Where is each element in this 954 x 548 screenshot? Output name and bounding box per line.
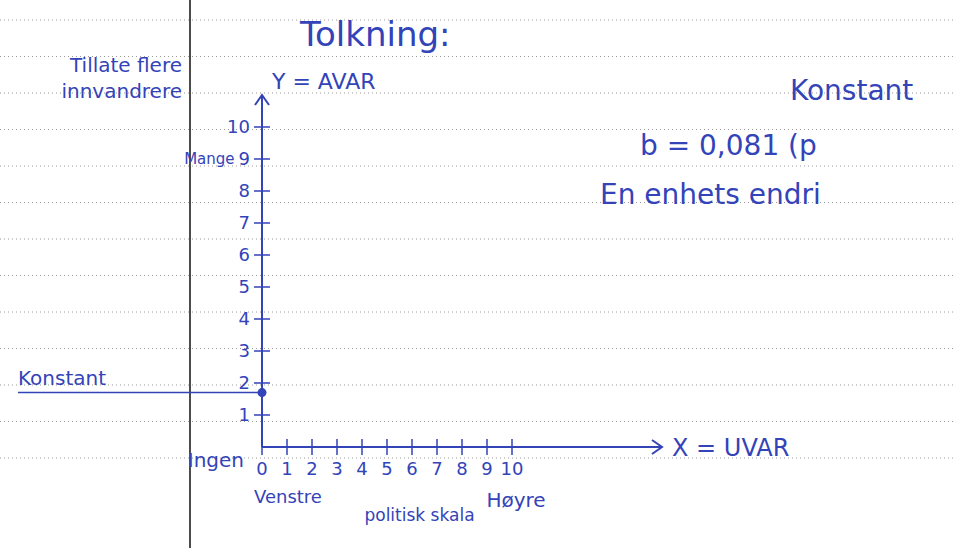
y-tick-label: 6: [239, 244, 250, 265]
x-tick-label: 1: [281, 458, 292, 479]
leader-line: [18, 392, 262, 394]
y-tick: [254, 158, 270, 160]
x-arrow: [652, 440, 662, 454]
ruled-line: [0, 458, 954, 459]
y-axis-title: Y = AVAR: [271, 69, 375, 94]
x-tick-label: 10: [501, 458, 524, 479]
y-high-label: Mange: [184, 150, 234, 168]
ruled-line: [0, 348, 954, 349]
x-tick: [436, 439, 438, 455]
x-tick: [511, 439, 513, 455]
x-tick-label: 8: [456, 458, 467, 479]
paper: [0, 0, 954, 548]
note: En enhets endri: [600, 178, 821, 211]
y-tick-label: 3: [239, 340, 250, 361]
x-tick: [361, 439, 363, 455]
y-note-line: innvandrere: [61, 79, 182, 103]
y-note: Tillate flereinnvandrere: [61, 53, 182, 103]
x-tick: [311, 439, 313, 455]
ruled-line: [0, 20, 954, 21]
note: b = 0,081 (p: [640, 129, 817, 162]
x-tick: [336, 439, 338, 455]
ruled-line: [0, 166, 954, 167]
x-tick: [286, 439, 288, 455]
y-tick: [254, 286, 270, 288]
y-tick-label: 4: [239, 308, 250, 329]
ruled-line: [0, 239, 954, 240]
y-tick-label: 5: [239, 276, 250, 297]
x-tick: [261, 439, 263, 455]
y-tick: [254, 382, 270, 384]
ruled-line: [0, 385, 954, 386]
x-low-label: Venstre: [254, 486, 322, 507]
x-tick-label: 0: [256, 458, 267, 479]
y-arrow: [255, 95, 269, 105]
page: 01234567891012345678910Tolkning:Y = AVAR…: [0, 0, 954, 548]
y-tick-label: 8: [239, 180, 250, 201]
x-tick-label: 7: [431, 458, 442, 479]
x-tick-label: 9: [481, 458, 492, 479]
x-tick-label: 3: [331, 458, 342, 479]
y-tick: [254, 222, 270, 224]
y-tick-label: 2: [239, 372, 250, 393]
x-mid-label: politisk skala: [364, 505, 474, 525]
x-tick-label: 2: [306, 458, 317, 479]
x-tick-label: 4: [356, 458, 367, 479]
note: Konstant: [790, 74, 913, 107]
axes: [254, 95, 662, 455]
ruled-line: [0, 421, 954, 422]
x-tick-label: 6: [406, 458, 417, 479]
x-tick: [486, 439, 488, 455]
y-low-label: Ingen: [188, 448, 244, 472]
title: Tolkning:: [299, 14, 451, 54]
x-tick: [386, 439, 388, 455]
y-tick-label: 9: [239, 148, 250, 169]
y-tick: [254, 126, 270, 128]
y-tick: [254, 254, 270, 256]
x-tick-label: 5: [381, 458, 392, 479]
x-high-label: Høyre: [486, 488, 545, 512]
y-tick: [254, 414, 270, 416]
y-tick-label: 10: [227, 116, 250, 137]
ruled-line: [0, 275, 954, 276]
ruled-line: [0, 312, 954, 313]
y-tick: [254, 190, 270, 192]
y-tick: [254, 318, 270, 320]
point-label: Konstant: [18, 366, 106, 390]
x-tick: [411, 439, 413, 455]
x-axis-title: X = UVAR: [672, 434, 789, 462]
y-note-line: Tillate flere: [69, 53, 182, 77]
y-tick: [254, 350, 270, 352]
x-tick: [461, 439, 463, 455]
y-tick-label: 7: [239, 212, 250, 233]
y-tick-label: 1: [239, 404, 250, 425]
